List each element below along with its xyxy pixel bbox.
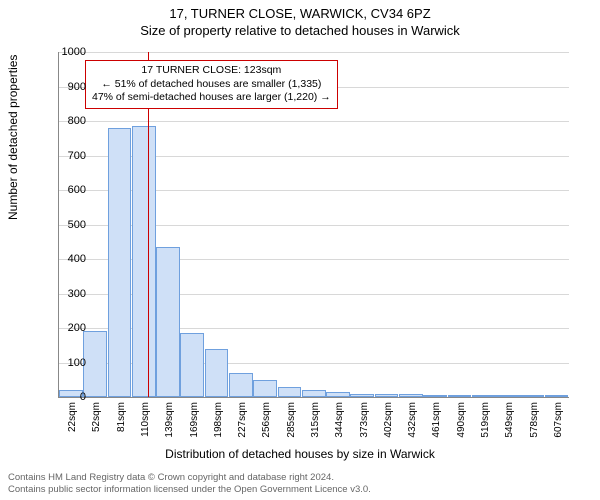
- y-tick-label: 100: [46, 357, 86, 369]
- chart-plot-area: 17 TURNER CLOSE: 123sqm← 51% of detached…: [58, 52, 569, 398]
- y-tick-label: 200: [46, 322, 86, 334]
- x-tick-label: 549sqm: [504, 402, 515, 438]
- y-tick-label: 800: [46, 115, 86, 127]
- histogram-bar: [205, 349, 229, 397]
- x-tick-label: 519sqm: [480, 402, 491, 438]
- y-tick-label: 600: [46, 184, 86, 196]
- y-tick-label: 900: [46, 81, 86, 93]
- histogram-bar: [350, 394, 374, 397]
- histogram-bar: [375, 394, 399, 397]
- histogram-bar: [326, 392, 350, 397]
- x-tick-label: 344sqm: [334, 402, 345, 438]
- histogram-bar: [156, 247, 180, 397]
- gridline: [59, 52, 569, 53]
- annotation-box: 17 TURNER CLOSE: 123sqm← 51% of detached…: [85, 60, 338, 109]
- histogram-bar: [180, 333, 204, 397]
- x-tick-label: 110sqm: [140, 402, 151, 437]
- footer-line2: Contains public sector information licen…: [8, 484, 371, 496]
- x-tick-label: 227sqm: [237, 402, 248, 438]
- x-tick-label: 22sqm: [67, 402, 78, 432]
- histogram-bar: [278, 387, 302, 397]
- x-tick-label: 169sqm: [189, 402, 200, 438]
- x-tick-label: 256sqm: [261, 402, 272, 438]
- histogram-bar: [423, 395, 447, 397]
- histogram-bar: [108, 128, 132, 397]
- y-tick-label: 0: [46, 391, 86, 403]
- x-tick-label: 315sqm: [310, 402, 321, 438]
- x-tick-label: 578sqm: [529, 402, 540, 438]
- x-axis-label: Distribution of detached houses by size …: [0, 447, 600, 461]
- histogram-bar: [496, 395, 520, 397]
- y-tick-label: 700: [46, 150, 86, 162]
- x-tick-label: 607sqm: [553, 402, 564, 438]
- x-tick-label: 198sqm: [213, 402, 224, 438]
- y-tick-label: 1000: [46, 46, 86, 58]
- gridline: [59, 121, 569, 122]
- x-tick-label: 490sqm: [456, 402, 467, 438]
- x-tick-label: 461sqm: [431, 402, 442, 438]
- histogram-bar: [253, 380, 277, 397]
- histogram-bar: [302, 390, 326, 397]
- footer-attribution: Contains HM Land Registry data © Crown c…: [8, 472, 371, 496]
- annotation-line3: 47% of semi-detached houses are larger (…: [92, 91, 331, 105]
- histogram-bar: [83, 331, 107, 397]
- footer-line1: Contains HM Land Registry data © Crown c…: [8, 472, 371, 484]
- histogram-bar: [229, 373, 253, 397]
- x-tick-label: 52sqm: [91, 402, 102, 432]
- title-main: 17, TURNER CLOSE, WARWICK, CV34 6PZ: [0, 0, 600, 21]
- x-tick-label: 373sqm: [359, 402, 370, 438]
- x-tick-label: 402sqm: [383, 402, 394, 438]
- histogram-bar: [132, 126, 156, 397]
- x-tick-label: 139sqm: [164, 402, 175, 438]
- histogram-bar: [399, 394, 423, 397]
- histogram-bar: [520, 395, 544, 397]
- annotation-line1: 17 TURNER CLOSE: 123sqm: [92, 64, 331, 78]
- y-tick-label: 300: [46, 288, 86, 300]
- x-tick-label: 432sqm: [407, 402, 418, 438]
- y-axis-label: Number of detached properties: [6, 55, 20, 220]
- x-tick-label: 285sqm: [286, 402, 297, 438]
- y-tick-label: 400: [46, 253, 86, 265]
- annotation-line2: ← 51% of detached houses are smaller (1,…: [92, 78, 331, 92]
- title-sub: Size of property relative to detached ho…: [0, 21, 600, 38]
- x-tick-label: 81sqm: [116, 402, 127, 432]
- y-tick-label: 500: [46, 219, 86, 231]
- histogram-bar: [472, 395, 496, 397]
- histogram-bar: [448, 395, 472, 397]
- histogram-bar: [545, 395, 569, 397]
